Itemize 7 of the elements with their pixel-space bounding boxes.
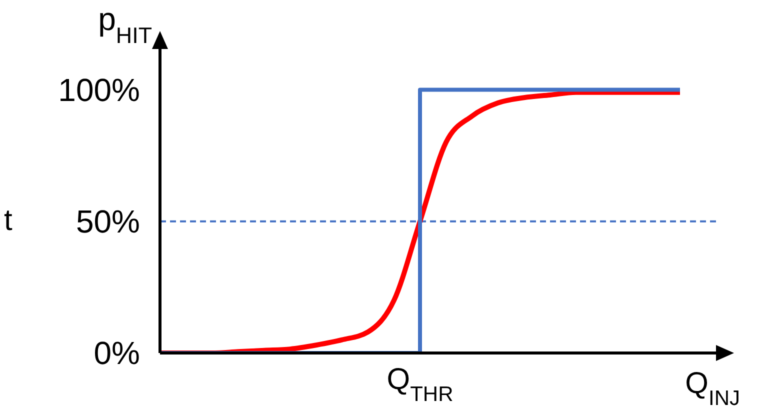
x-tick-label: Q$_{THR}$: [386, 363, 454, 406]
y-tick-label: 0%: [94, 335, 140, 371]
y-axis-title: p$_{HIT}$: [98, 1, 152, 48]
y-tick-label: 100%: [58, 72, 140, 108]
y-tick-label: 50%: [76, 203, 140, 240]
text: t: [4, 204, 13, 237]
x-axis-title: Q$_{INJ}$: [685, 367, 740, 410]
